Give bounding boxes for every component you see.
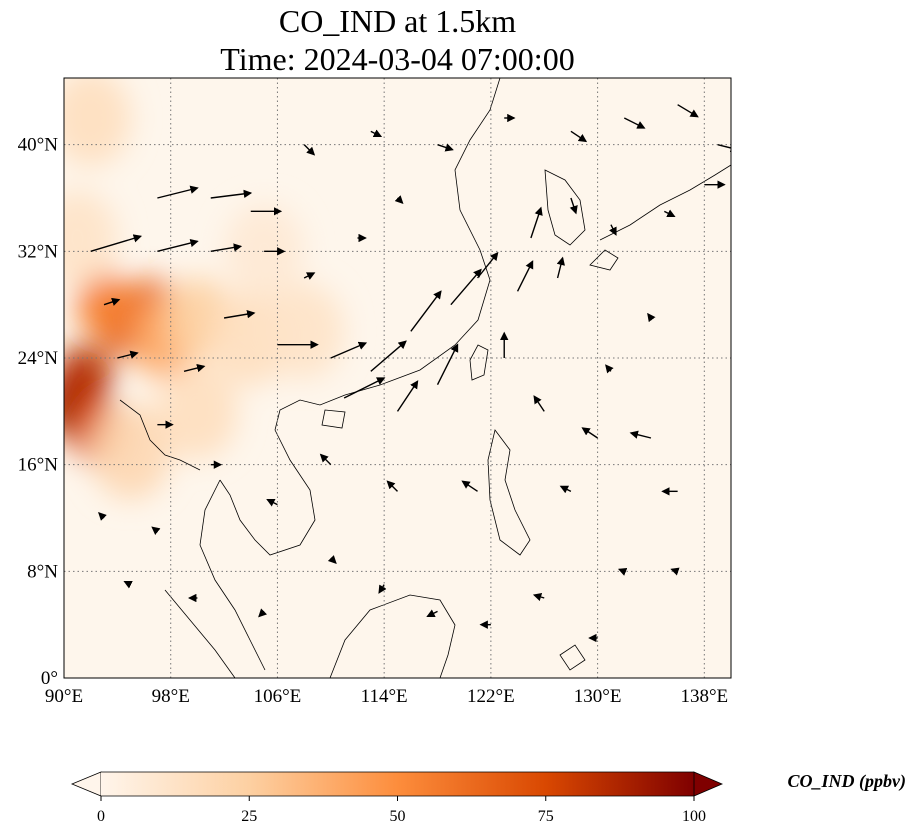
- lat-tick-label: 32°N: [18, 241, 59, 262]
- lon-tick-label: 98°E: [152, 686, 190, 707]
- lon-tick-label: 130°E: [574, 686, 622, 707]
- gridlines: [64, 78, 731, 678]
- lat-tick-label: 0°: [41, 668, 58, 689]
- longitude-tick-labels: 90°E 98°E 106°E 114°E 122°E 130°E 138°E: [45, 686, 728, 707]
- lat-tick-label: 16°N: [18, 455, 59, 476]
- wind-arrow: [556, 256, 565, 279]
- wind-arrow: [266, 499, 278, 507]
- colorbar-tick-label: 100: [682, 808, 706, 825]
- wind-arrow: [530, 206, 543, 239]
- wind-arrow: [223, 310, 256, 319]
- wind-arrow: [157, 185, 199, 199]
- colorbar-tick-label: 0: [97, 808, 105, 825]
- wind-arrow: [437, 143, 454, 152]
- wind-arrow: [629, 430, 652, 439]
- concentration-area-10: [64, 78, 131, 166]
- wind-arrow: [210, 243, 243, 253]
- concentration-area-12: [157, 363, 238, 460]
- wind-arrow: [103, 297, 121, 306]
- concentration-field: [64, 78, 345, 500]
- wind-arrow: [570, 130, 588, 143]
- wind-arrow: [319, 453, 332, 466]
- colorbar-tick-label: 25: [241, 808, 257, 825]
- wind-arrow: [303, 144, 316, 156]
- wind-arrow: [330, 341, 368, 359]
- wind-arrow: [258, 608, 268, 618]
- wind-arrow: [663, 209, 676, 217]
- lat-tick-label: 40°N: [18, 135, 59, 156]
- wind-arrow: [581, 427, 598, 439]
- wind-arrow: [516, 260, 534, 292]
- wind-arrow: [559, 485, 572, 494]
- wind-arrow: [98, 512, 107, 521]
- colorbar-tick-label: 50: [390, 808, 406, 825]
- wind-arrow: [123, 581, 133, 589]
- wind-arrow: [386, 480, 398, 492]
- colorbar-gradient: [101, 772, 694, 796]
- wind-arrow: [410, 290, 442, 332]
- map-frame: [63, 77, 732, 679]
- colorbar-extend-low: [70, 771, 102, 797]
- wind-arrow: [476, 251, 499, 279]
- wind-arrow: [605, 364, 614, 374]
- wind-arrow: [157, 238, 199, 253]
- wind-arrow: [569, 197, 578, 215]
- wind-arrow: [617, 568, 628, 576]
- concentration-area-13: [64, 190, 118, 286]
- wind-arrow: [378, 584, 387, 594]
- wind-arrow: [117, 350, 139, 359]
- wind-arrow: [183, 363, 206, 373]
- wind-arrow: [327, 555, 337, 564]
- latitude-tick-labels: 0° 8°N 16°N 24°N 32°N 40°N: [18, 135, 59, 689]
- wind-arrow: [532, 592, 545, 602]
- lon-tick-label: 114°E: [361, 686, 408, 707]
- concentration-area-5: [76, 271, 133, 339]
- wind-arrow: [90, 234, 143, 253]
- colorbar-ticks: 0 25 50 75 100: [97, 796, 706, 825]
- lon-tick-label: 122°E: [467, 686, 515, 707]
- wind-arrow: [394, 195, 404, 204]
- wind-arrow: [210, 189, 253, 199]
- colorbar-extend-high: [693, 771, 724, 797]
- map-time-subtitle: Time: 2024-03-04 07:00:00: [220, 41, 575, 77]
- wind-arrow: [343, 377, 386, 399]
- wind-arrow: [370, 129, 383, 137]
- wind-arrow: [426, 609, 438, 617]
- wind-arrow: [670, 567, 680, 576]
- concentration-area-9: [264, 283, 345, 380]
- lat-tick-label: 24°N: [18, 348, 59, 369]
- wind-arrow: [461, 480, 478, 492]
- lon-tick-label: 138°E: [680, 686, 728, 707]
- wind-arrow: [436, 343, 459, 385]
- wind-arrow: [717, 143, 731, 153]
- wind-arrow: [677, 104, 699, 118]
- wind-arrow: [151, 526, 161, 535]
- wind-arrow: [370, 340, 407, 372]
- wind-arrow: [609, 224, 617, 236]
- wind-vectors: [90, 104, 731, 643]
- wind-arrow: [623, 117, 646, 129]
- concentration-area-11: [90, 403, 171, 500]
- coastlines: [119, 78, 731, 678]
- wind-arrow: [450, 268, 482, 306]
- wind-arrow: [647, 312, 656, 323]
- colorbar-tick-label: 75: [538, 808, 554, 825]
- wind-arrow: [396, 380, 419, 412]
- wind-arrow: [303, 272, 316, 280]
- lon-tick-label: 90°E: [45, 686, 83, 707]
- wind-arrow: [533, 395, 545, 412]
- map-title: CO_IND at 1.5km: [278, 3, 517, 39]
- colorbar-label: CO_IND (ppbv): [788, 771, 907, 792]
- lat-tick-label: 8°N: [27, 561, 58, 582]
- concentration-area-1: [64, 344, 113, 412]
- lon-tick-label: 106°E: [254, 686, 302, 707]
- colorbar: 0 25 50 75 100 CO_IND (ppbv): [70, 771, 907, 825]
